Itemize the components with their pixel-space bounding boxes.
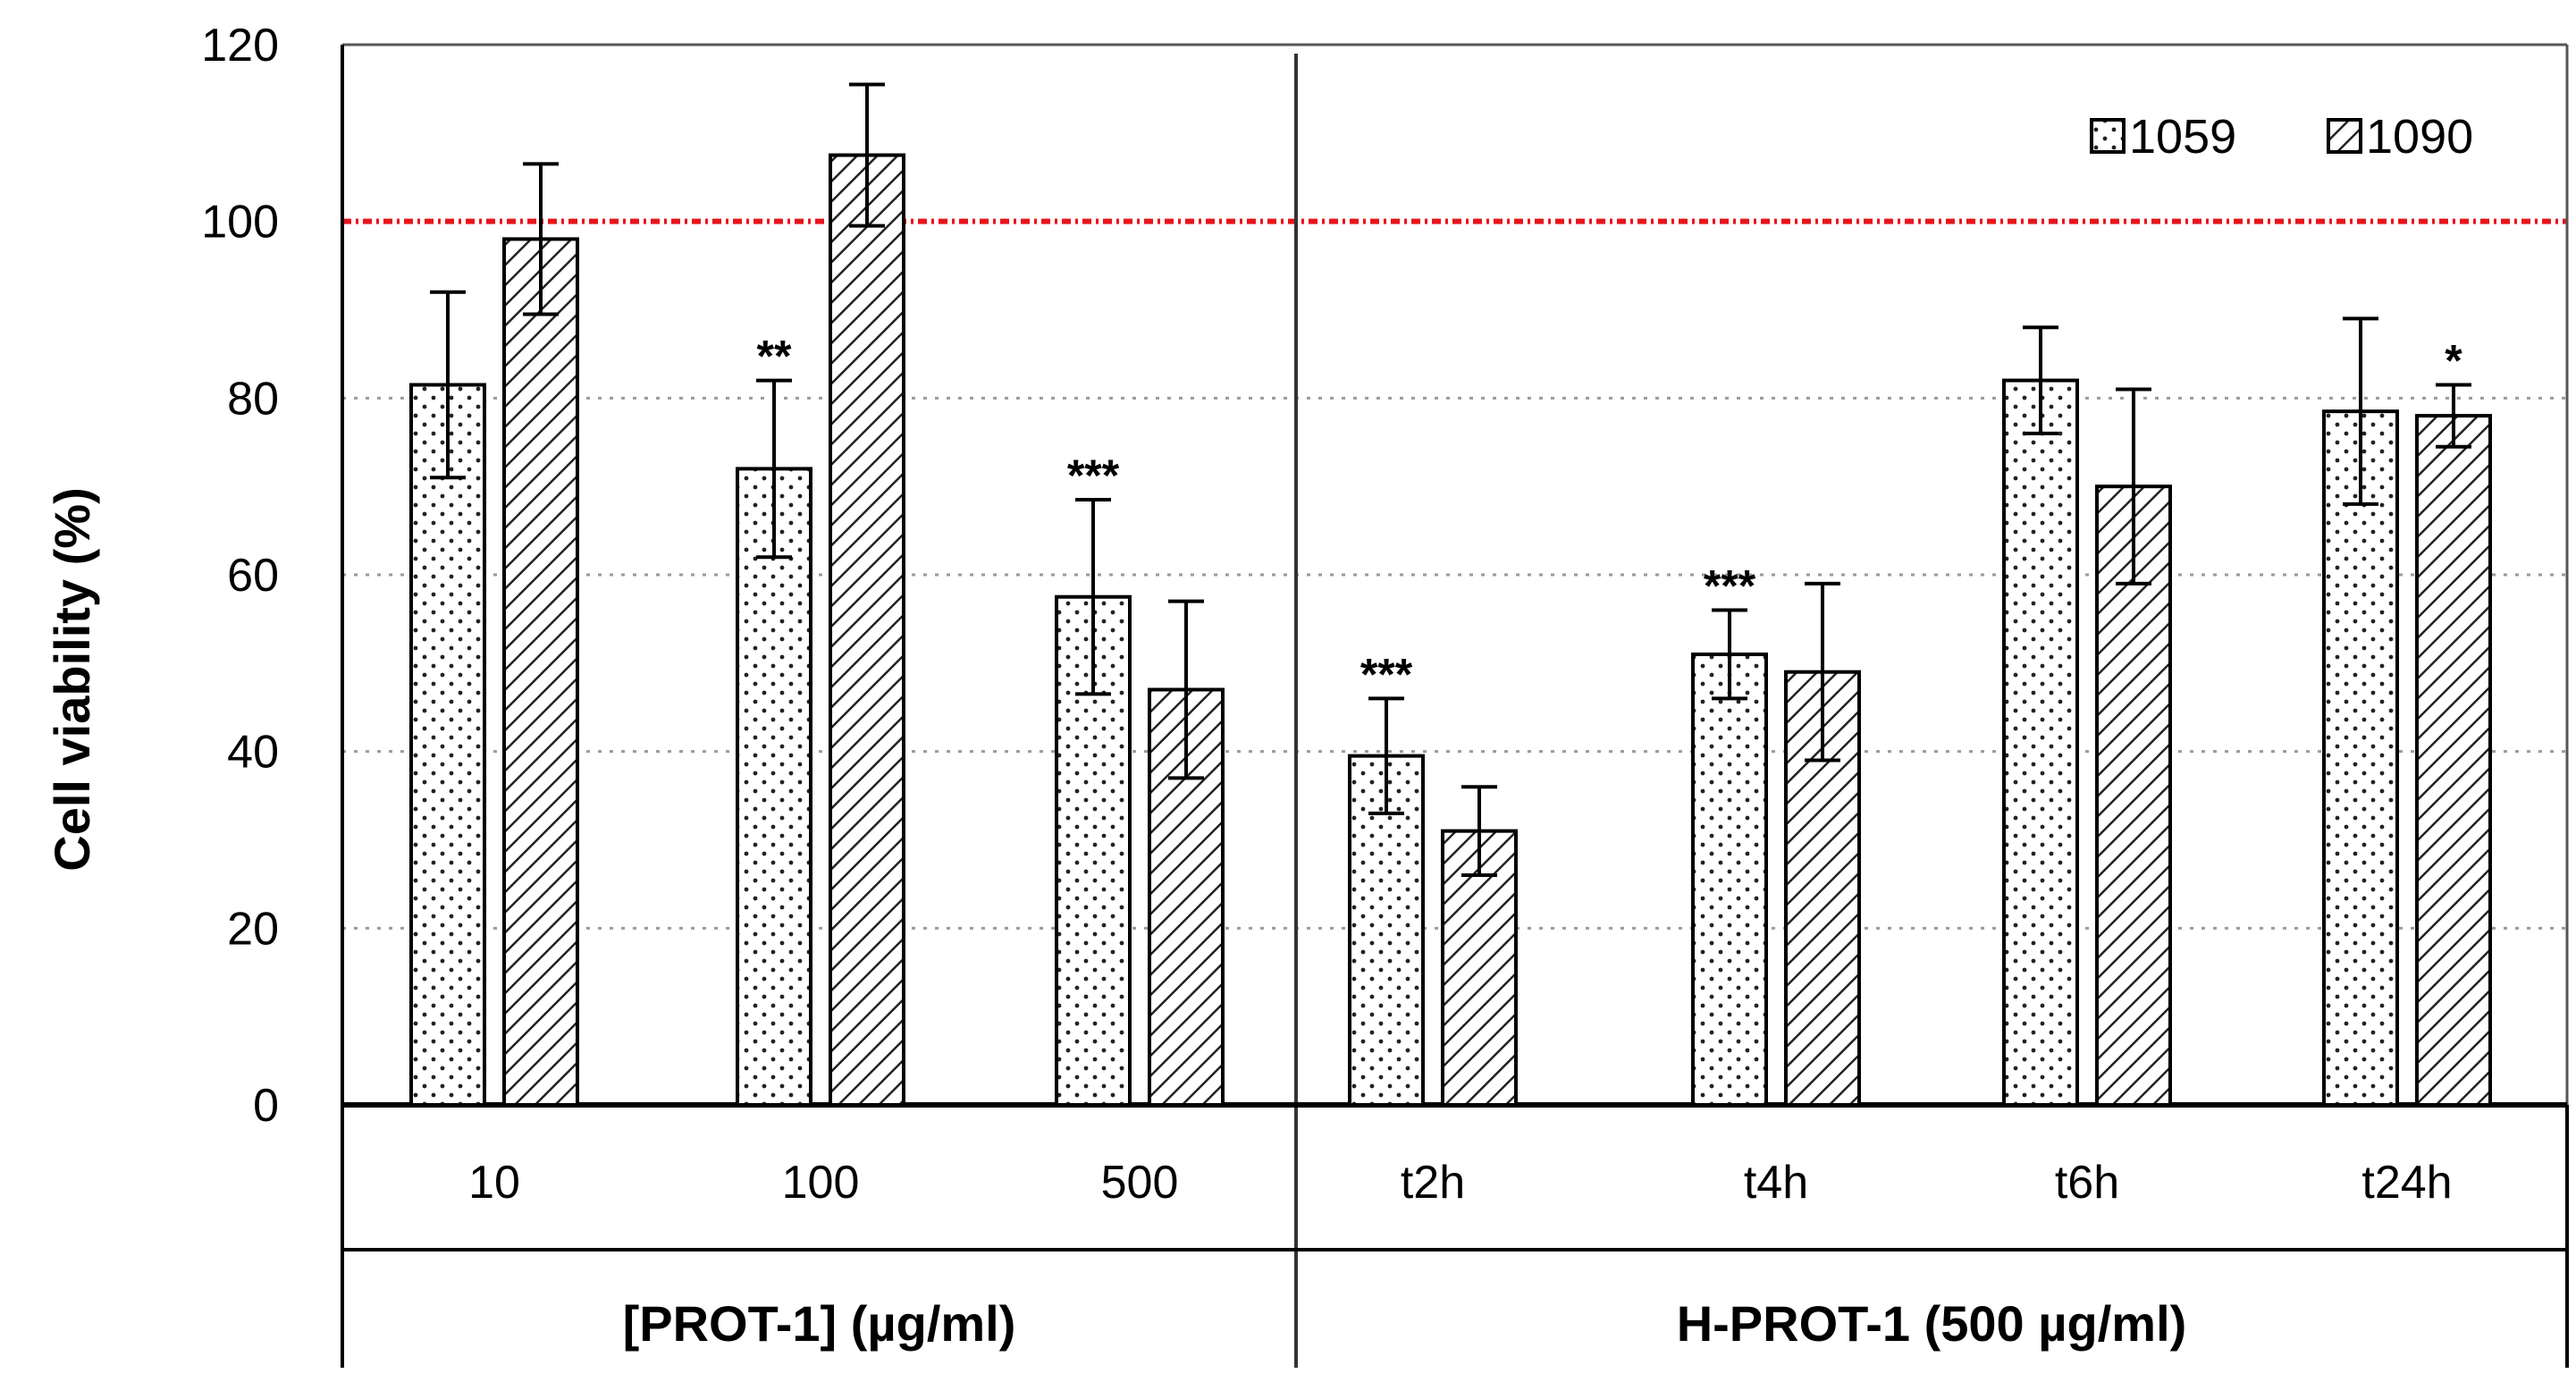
y-tick-label: 20 xyxy=(227,903,279,955)
y-tick-label: 80 xyxy=(227,373,279,425)
legend-swatch-1090 xyxy=(2327,118,2362,154)
y-tick-label: 60 xyxy=(227,550,279,602)
bar-1090-t24h xyxy=(2415,414,2492,1108)
y-axis-label: Cell viability (%) xyxy=(44,487,100,871)
bar-1090-100 xyxy=(829,153,905,1108)
legend: 1059 1090 xyxy=(2090,110,2473,164)
x-tick-label: 10 xyxy=(468,1157,520,1209)
bar-1059-10 xyxy=(409,383,486,1107)
legend-label-1090: 1090 xyxy=(2366,110,2473,164)
error-bar-1059-t2h xyxy=(1368,696,1404,815)
group-labels: [PROT-1] (µg/ml) H-PROT-1 (500 µg/ml) xyxy=(623,1295,2187,1352)
error-bar-1090-t24h xyxy=(2436,383,2471,449)
error-bar-1090-t4h xyxy=(1805,581,1840,763)
significance-1090-t24h: * xyxy=(2445,336,2462,386)
bar-1059-t24h xyxy=(2322,409,2399,1107)
y-tick-label: 100 xyxy=(201,197,279,249)
significance-1059-100: ** xyxy=(757,332,792,382)
error-bar-1059-500 xyxy=(1075,497,1111,696)
significance-1059-t4h: *** xyxy=(1704,561,1756,611)
error-bar-1059-t4h xyxy=(1712,608,1747,701)
error-bars xyxy=(430,82,2471,878)
bar-1059-100 xyxy=(736,467,812,1107)
error-bar-1090-100 xyxy=(849,82,885,228)
group-label: H-PROT-1 (500 µg/ml) xyxy=(1677,1295,2187,1352)
bar-1090-10 xyxy=(502,237,579,1107)
error-bar-1090-t6h xyxy=(2116,387,2151,586)
x-tick-label: 100 xyxy=(782,1157,860,1209)
error-bar-1059-t24h xyxy=(2343,316,2378,506)
y-tick-label: 120 xyxy=(201,20,279,72)
x-tick-label: t6h xyxy=(2055,1157,2119,1209)
x-tick-label: t2h xyxy=(1401,1157,1465,1209)
y-tick-label: 0 xyxy=(253,1080,279,1132)
significance-1059-t2h: *** xyxy=(1360,649,1413,699)
error-bar-1090-10 xyxy=(523,162,559,316)
bars xyxy=(409,153,2492,1108)
error-bar-1090-500 xyxy=(1168,599,1204,780)
legend-label-1059: 1059 xyxy=(2129,110,2236,164)
significance-marks: ************ xyxy=(757,332,2463,700)
x-tick-label: t4h xyxy=(1744,1157,1808,1209)
bar-1059-t6h xyxy=(2002,378,2079,1108)
group-label: [PROT-1] (µg/ml) xyxy=(623,1295,1016,1352)
error-bar-1090-t2h xyxy=(1461,785,1497,878)
error-bar-1059-100 xyxy=(756,378,792,560)
error-bar-1059-10 xyxy=(430,290,466,480)
legend-swatch-1059 xyxy=(2090,118,2126,154)
y-tick-label: 40 xyxy=(227,727,279,779)
x-axis-ticks: 10 100 500 t2h t4h t6h t24h xyxy=(468,1157,2453,1209)
significance-1059-500: *** xyxy=(1067,451,1120,501)
y-axis-ticks: 0 20 40 60 80 100 120 xyxy=(201,20,279,1132)
bar-1059-t4h xyxy=(1691,652,1768,1107)
x-tick-label: t24h xyxy=(2361,1157,2452,1209)
x-tick-label: 500 xyxy=(1101,1157,1179,1209)
error-bar-1059-t6h xyxy=(2023,325,2058,435)
